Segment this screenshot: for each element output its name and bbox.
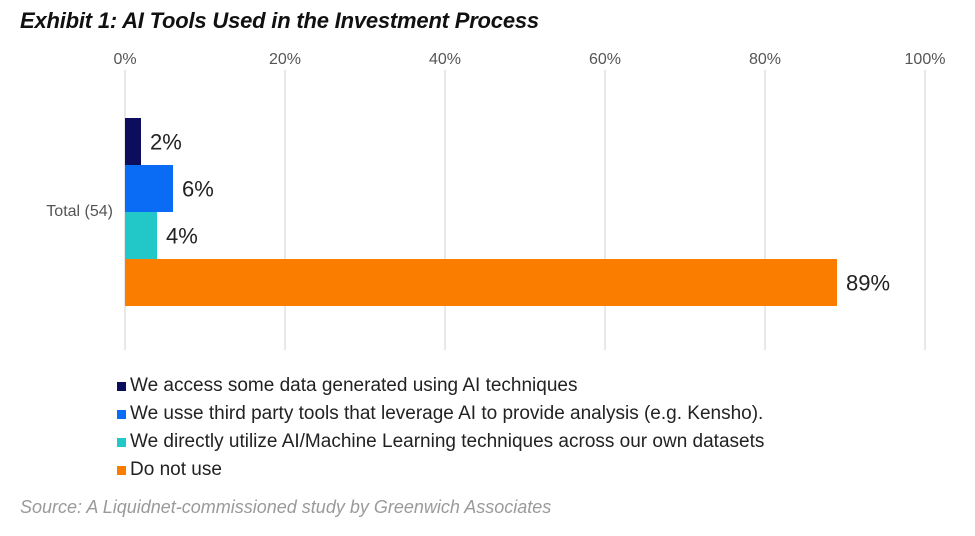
legend-label: We access some data generated using AI t… (130, 375, 578, 396)
legend-label: We usse third party tools that leverage … (130, 403, 764, 424)
legend-swatch (117, 437, 126, 447)
legend-swatch (117, 465, 126, 475)
bar-chart: 0% 20% 40% 60% 80% 100% Total (54) 2%6% 4% 89% (46, 51, 946, 350)
data-label: 2% (150, 130, 182, 155)
legend-item: We usse third party tools that leverage … (117, 400, 764, 428)
source-note: Source: A Liquidnet-commissioned study b… (20, 497, 552, 517)
x-tick-label: 0% (113, 51, 136, 68)
chart-legend: We access some data generated using AI t… (117, 372, 764, 484)
bar (125, 165, 173, 212)
x-tick-label: 80% (749, 51, 781, 68)
x-tick-label: 60% (589, 51, 621, 68)
category-label: Total (54) (46, 203, 113, 220)
x-tick-label: 100% (905, 51, 946, 68)
legend-item: Do not use (117, 456, 764, 484)
legend-item: We access some data generated using AI t… (117, 372, 764, 400)
x-tick-label: 40% (429, 51, 461, 68)
data-label: 6% (182, 177, 214, 202)
data-label: 4% (166, 224, 198, 249)
chart-title: Exhibit 1: AI Tools Used in the Investme… (20, 8, 539, 33)
bar (125, 259, 837, 306)
x-tick-label: 20% (269, 51, 301, 68)
legend-item: We directly utilize AI/Machine Learning … (117, 428, 764, 456)
legend-swatch (117, 381, 126, 391)
bar (125, 212, 157, 259)
data-label: 89% (846, 271, 890, 296)
legend-label: We directly utilize AI/Machine Learning … (130, 431, 765, 452)
legend-swatch (117, 409, 126, 419)
bar (125, 118, 141, 165)
legend-label: Do not use (130, 459, 222, 480)
